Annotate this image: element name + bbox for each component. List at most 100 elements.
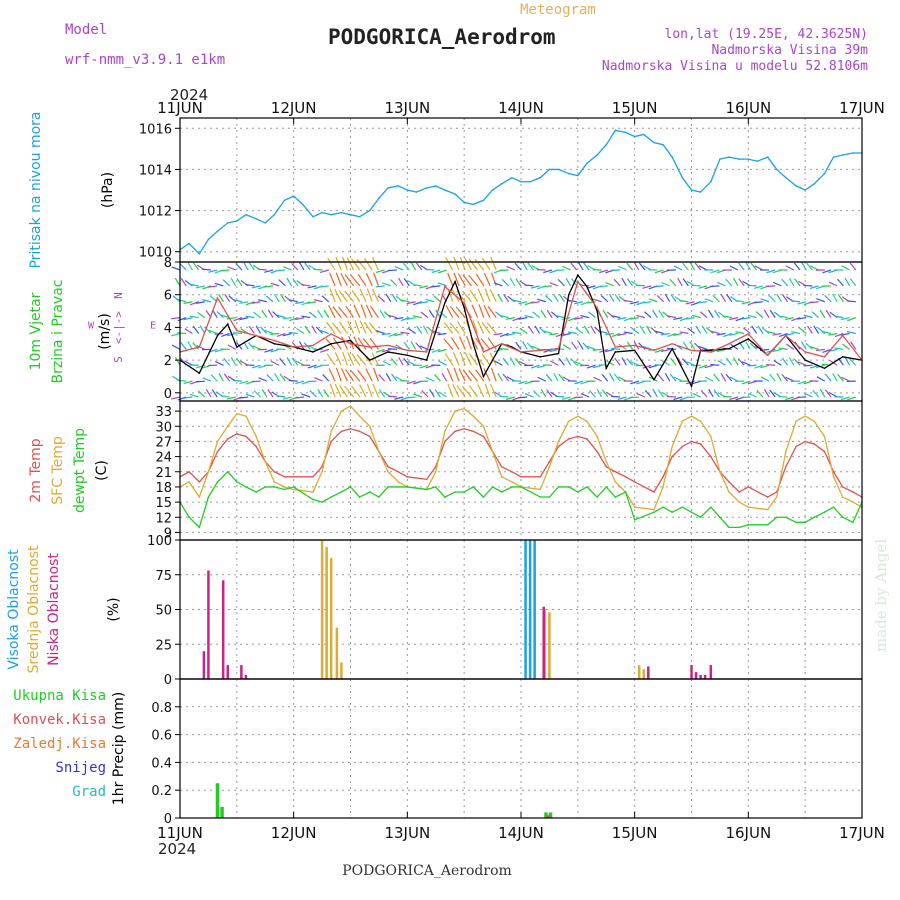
wind-barb — [577, 261, 584, 271]
wind-barb — [558, 357, 565, 366]
wind-barb — [788, 277, 795, 287]
wind-barb — [506, 265, 516, 271]
wind-barb — [514, 262, 522, 271]
wind-barb — [512, 331, 522, 335]
data-point — [775, 496, 778, 498]
data-point — [472, 203, 475, 206]
data-point — [832, 506, 835, 508]
wind-barb — [669, 373, 677, 382]
wind-barb — [682, 341, 689, 350]
wind-barb — [251, 380, 261, 383]
wind-barb — [778, 347, 788, 350]
wind-barb — [289, 317, 299, 322]
data-point — [511, 176, 513, 179]
y-tick-label: 0.2 — [151, 784, 172, 799]
wind-barb — [781, 373, 789, 382]
wind-barb — [530, 345, 540, 350]
wind-barb — [840, 317, 850, 321]
x-tick-label-top: 13JUN — [384, 99, 430, 117]
wind-barb — [233, 299, 243, 303]
data-point — [671, 347, 673, 350]
wind-barb — [803, 392, 813, 398]
data-point — [738, 501, 741, 503]
x-tick-label-top: 15JUN — [612, 99, 658, 117]
wind-barb — [419, 301, 429, 304]
wind-barb — [786, 343, 795, 350]
wind-barb — [772, 281, 782, 287]
data-point — [747, 338, 750, 340]
wind-barb — [326, 353, 336, 366]
data-point — [852, 491, 854, 493]
data-point — [795, 445, 797, 448]
wind-barb — [602, 309, 609, 318]
wind-barb — [745, 261, 751, 271]
data-point — [605, 367, 608, 370]
x-tick-label-bottom: 11JUN — [157, 824, 203, 842]
wind-barb — [177, 317, 187, 322]
wind-barb — [846, 330, 856, 335]
wind-barb — [212, 309, 218, 318]
data-point — [614, 351, 617, 353]
wind-barb — [605, 348, 615, 353]
wind-barb — [713, 309, 720, 318]
data-point — [813, 183, 816, 185]
data-point — [434, 470, 437, 473]
data-point — [823, 356, 826, 358]
data-point — [577, 415, 579, 417]
wind-barb — [661, 360, 671, 366]
wind-barb — [486, 322, 497, 334]
wind-barb — [738, 278, 745, 287]
wind-barb — [524, 315, 534, 319]
data-point — [662, 506, 664, 508]
wind-barb — [320, 348, 329, 353]
wind-barb — [698, 364, 708, 369]
series-line-speed — [179, 273, 863, 389]
wind-barb — [568, 317, 578, 322]
wind-barb — [210, 374, 218, 382]
data-point — [539, 176, 542, 179]
wind-barb — [183, 301, 193, 304]
wind-barb — [483, 368, 491, 382]
wind-barb — [706, 327, 714, 334]
wind-barb — [320, 329, 330, 335]
wind-barb — [390, 357, 398, 366]
wind-barb — [438, 391, 447, 398]
model-name: wrf-nmm_v3.9.1 e1km — [65, 52, 225, 68]
wind-barb — [481, 353, 491, 366]
wind-barb — [819, 388, 826, 398]
wind-barb — [276, 269, 286, 272]
wind-barb — [588, 389, 596, 398]
wind-barb — [422, 325, 429, 334]
wind-barb — [232, 379, 243, 382]
series-line-dewpt-temp — [179, 470, 863, 529]
wind-barb — [722, 315, 732, 319]
wind-barb — [371, 352, 379, 366]
data-point — [463, 491, 465, 493]
data-point — [841, 486, 844, 488]
y-tick-label: 0 — [164, 673, 172, 688]
wind-barb — [841, 265, 850, 271]
wind-barb — [768, 294, 776, 303]
wind-barb — [533, 390, 541, 398]
wind-barb — [657, 373, 665, 382]
wind-barb — [270, 348, 280, 353]
wind-barb — [425, 376, 435, 382]
wind-barb — [785, 265, 795, 271]
wind-barb — [750, 262, 758, 271]
wind-barb — [301, 315, 311, 319]
top-year-label: 2024 — [170, 86, 208, 104]
wind-barb — [590, 325, 596, 334]
wind-barb — [431, 285, 441, 288]
data-point — [577, 491, 579, 493]
wind-barb — [459, 351, 466, 366]
wind-barb — [537, 376, 547, 382]
wind-barb — [673, 265, 683, 271]
wind-barb — [623, 299, 633, 303]
wind-barb — [760, 364, 770, 369]
wind-barb — [342, 351, 348, 366]
data-point — [198, 346, 201, 348]
wind-barb — [611, 395, 621, 398]
wind-barb — [279, 357, 286, 366]
wind-barb — [391, 293, 398, 303]
